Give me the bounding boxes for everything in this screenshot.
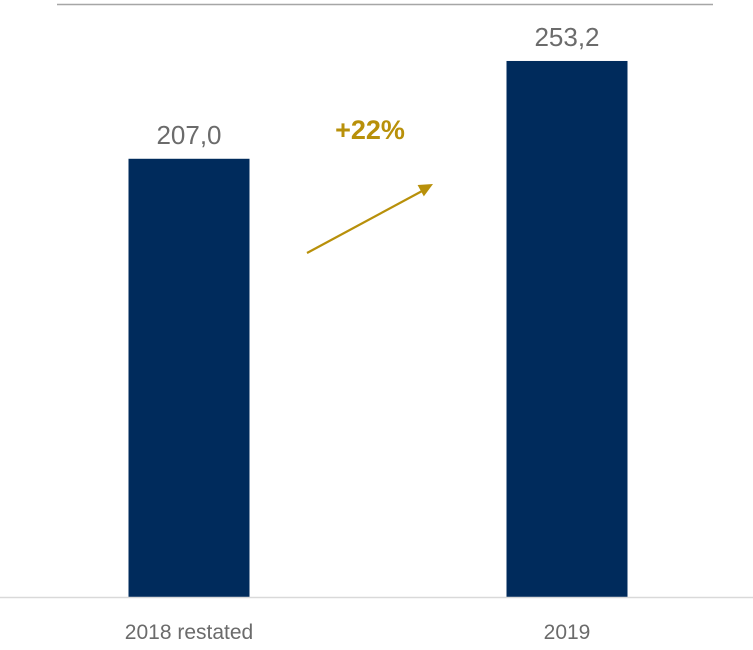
value-label-1: 253,2 [534, 22, 599, 52]
category-label-1: 2019 [544, 621, 591, 644]
bars-layer [128, 60, 628, 597]
bar-1 [506, 60, 628, 597]
labels-layer: 207,0 2018 restated 253,2 2019 [125, 22, 600, 644]
growth-arrow-line [306, 189, 425, 254]
growth-annotation: +22% [306, 115, 433, 254]
bar-0 [128, 158, 250, 597]
category-label-0: 2018 restated [125, 621, 253, 644]
value-label-0: 207,0 [156, 120, 221, 150]
growth-percentage-label: +22% [335, 115, 405, 145]
growth-arrow-head-icon [417, 184, 433, 197]
